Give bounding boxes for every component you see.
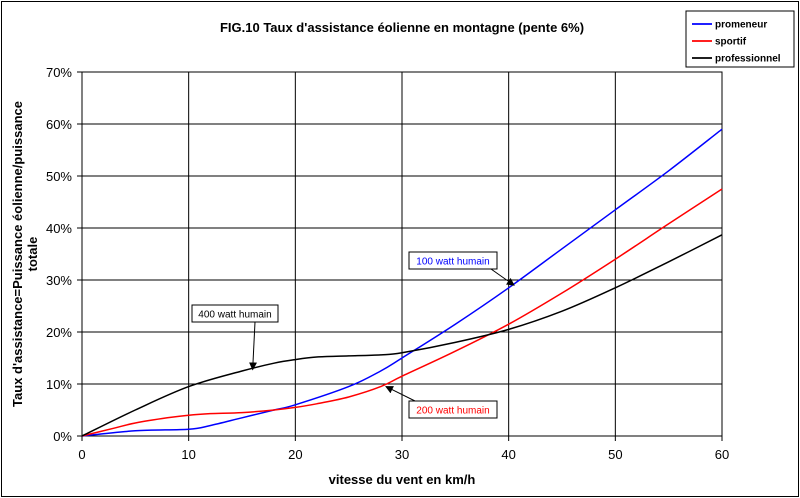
- legend-label: promeneur: [715, 20, 767, 31]
- x-tick-label: 20: [288, 447, 302, 462]
- series-line-sportif: [81, 188, 723, 437]
- legend-label: sportif: [715, 37, 747, 48]
- y-tick-label: 30%: [46, 273, 72, 288]
- x-tick-label: 10: [181, 447, 195, 462]
- x-tick-label: 60: [715, 447, 729, 462]
- y-axis-ticks: 0% 10% 20% 30% 40% 50% 60% 70%: [46, 65, 82, 444]
- series-line-professionnel: [81, 234, 723, 437]
- y-tick-label: 20%: [46, 325, 72, 340]
- chart-title: FIG.10 Taux d'assistance éolienne en mon…: [220, 20, 584, 35]
- x-tick-label: 50: [608, 447, 622, 462]
- y-tick-label: 70%: [46, 65, 72, 80]
- y-tick-label: 10%: [46, 377, 72, 392]
- legend-label: professionnel: [715, 54, 781, 65]
- x-tick-label: 40: [501, 447, 515, 462]
- y-axis-title-line: totale: [25, 237, 40, 272]
- y-tick-label: 50%: [46, 169, 72, 184]
- annotation-label: 400 watt humain: [198, 310, 271, 321]
- series-lines: [81, 128, 723, 437]
- y-axis-title-line: Taux d'assistance=Puissance éolienne/pui…: [10, 101, 25, 407]
- annotation-label: 100 watt humain: [416, 257, 489, 268]
- annotation-label: 200 watt humain: [416, 406, 489, 417]
- annotation-box: [408, 251, 498, 270]
- y-tick-label: 0%: [53, 429, 72, 444]
- x-axis-ticks: 0 10 20 30 40 50 60: [78, 436, 729, 462]
- annotations: 100 watt humain 200 watt humain 400 watt h…: [191, 251, 515, 419]
- x-tick-label: 30: [395, 447, 409, 462]
- series-line-promeneur: [81, 128, 723, 437]
- y-tick-label: 40%: [46, 221, 72, 236]
- x-tick-label: 0: [78, 447, 85, 462]
- legend: promeneur sportif professionnel: [685, 10, 795, 68]
- annotation-arrow: [385, 386, 416, 402]
- annotation-box: [408, 400, 498, 419]
- annotation-arrow: [490, 268, 515, 286]
- y-tick-label: 60%: [46, 117, 72, 132]
- y-axis-title: Taux d'assistance=Puissance éolienne/pui…: [10, 101, 40, 407]
- annotation-box: [191, 304, 279, 323]
- annotation-arrow: [249, 321, 258, 371]
- grid-lines: [82, 72, 722, 436]
- x-axis-title: vitesse du vent en km/h: [329, 472, 476, 487]
